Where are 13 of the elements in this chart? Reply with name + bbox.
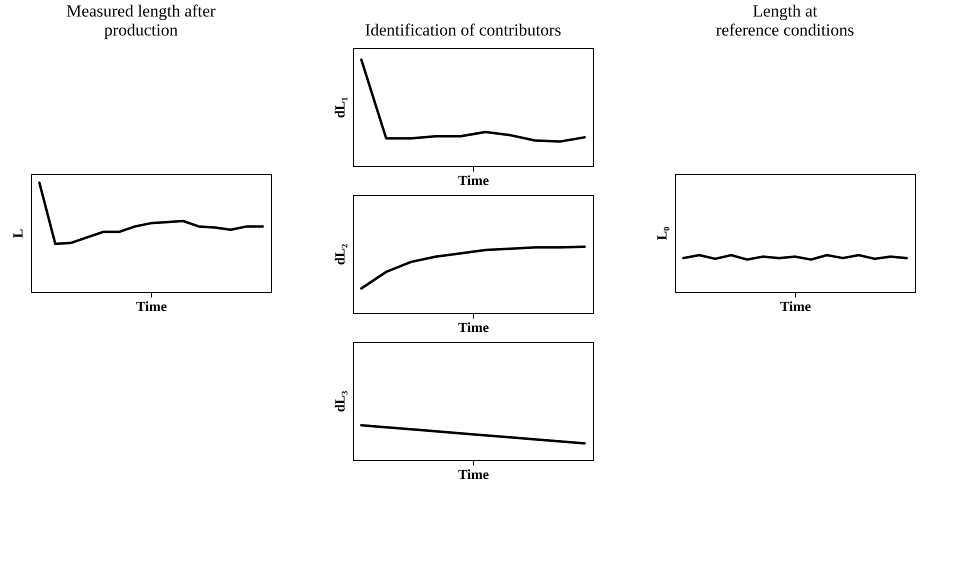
x-axis-title: Time [780,300,811,315]
chart-title: Measured length after production [66,2,216,40]
y-axis-title: dL₂ [334,244,348,266]
x-axis-title: Time [458,468,489,483]
x-axis-title: Time [458,174,489,189]
y-axis-title: dL₁ [334,96,348,118]
chart-title: Length at reference conditions [716,2,854,40]
chart-title: Identification of contributors [364,20,562,40]
x-axis-title: Time [136,300,167,315]
x-axis-title: Time [458,321,489,336]
y-axis-title: dL₃ [334,390,348,412]
y-axis-title: L₀ [656,226,670,240]
y-axis-title: L [12,228,26,238]
